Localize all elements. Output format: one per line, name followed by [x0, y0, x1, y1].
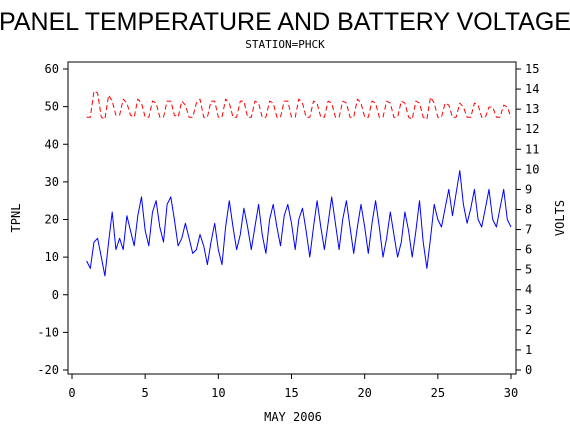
- x-tick-label: 10: [211, 386, 225, 400]
- y-right-tick-label: 0: [525, 363, 532, 377]
- x-tick-label: 25: [431, 386, 445, 400]
- y-axis-right-label: VOLTS: [553, 200, 567, 236]
- x-tick-label: 5: [142, 386, 149, 400]
- y-right-tick-label: 13: [525, 102, 539, 116]
- x-tick-label: 15: [284, 386, 298, 400]
- y-right-tick-label: 6: [525, 243, 532, 257]
- chart-subtitle: STATION=PHCK: [245, 38, 325, 51]
- x-tick-label: 0: [68, 386, 75, 400]
- voltage-series-line: [86, 90, 512, 120]
- y-left-tick-label: 40: [45, 137, 59, 151]
- y-left-tick-label: 10: [45, 250, 59, 264]
- y-right-tick-label: 4: [525, 283, 532, 297]
- y-axis-left: -20 -10 0 10 20 30 40 50 60: [37, 62, 68, 377]
- x-tick-label: 30: [504, 386, 518, 400]
- y-right-tick-label: 5: [525, 263, 532, 277]
- y-left-tick-label: 0: [52, 288, 59, 302]
- y-left-tick-label: -10: [37, 325, 59, 339]
- y-right-tick-label: 12: [525, 122, 539, 136]
- temperature-series-line: [86, 170, 512, 277]
- chart-title: PANEL TEMPERATURE AND BATTERY VOLTAGE: [0, 8, 570, 36]
- y-right-tick-label: 1: [525, 343, 532, 357]
- y-right-tick-label: 14: [525, 82, 539, 96]
- x-axis: 0 5 10 15 20 25 30: [68, 374, 518, 400]
- y-left-tick-label: 30: [45, 175, 59, 189]
- y-right-tick-label: 8: [525, 202, 532, 216]
- y-right-tick-label: 11: [525, 142, 539, 156]
- y-right-tick-label: 15: [525, 62, 539, 76]
- y-right-tick-label: 9: [525, 182, 532, 196]
- y-right-tick-label: 7: [525, 223, 532, 237]
- x-tick-label: 20: [357, 386, 371, 400]
- series-layer: [86, 90, 512, 277]
- x-axis-label: MAY 2006: [264, 410, 322, 424]
- y-left-tick-label: 20: [45, 213, 59, 227]
- y-axis-left-label: TPNL: [9, 204, 23, 233]
- plot-frame: [67, 61, 517, 375]
- y-left-tick-label: 50: [45, 100, 59, 114]
- y-left-tick-label: -20: [37, 363, 59, 377]
- y-left-tick-label: 60: [45, 62, 59, 76]
- y-right-tick-label: 10: [525, 162, 539, 176]
- y-right-tick-label: 3: [525, 303, 532, 317]
- y-right-tick-label: 2: [525, 323, 532, 337]
